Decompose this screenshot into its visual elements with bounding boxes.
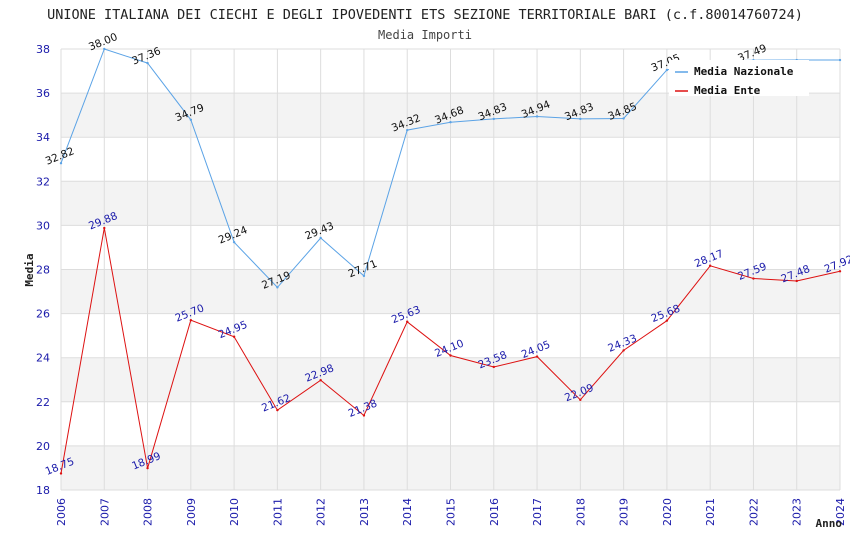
data-point-media-nazionale (579, 117, 582, 121)
data-point-media-ente (838, 270, 842, 273)
chart-title: UNIONE ITALIANA DEI CIECHI E DEGLI IPOVE… (47, 7, 803, 23)
x-tick-label: 2021 (704, 498, 717, 526)
data-point-media-ente (665, 319, 669, 322)
y-tick-label: 34 (36, 131, 50, 144)
data-point-media-ente (146, 466, 149, 470)
x-tick-label: 2017 (531, 498, 544, 526)
data-point-media-nazionale (319, 236, 322, 240)
data-point-media-nazionale (362, 274, 366, 278)
data-point-media-nazionale (838, 58, 842, 62)
x-tick-label: 2009 (185, 498, 198, 526)
x-tick-label: 2024 (834, 498, 847, 526)
legend-label-media-nazionale: Media Nazionale (694, 65, 794, 78)
y-tick-label: 26 (36, 308, 50, 321)
data-point-media-nazionale (232, 240, 236, 244)
y-tick-label: 22 (36, 396, 50, 409)
x-tick-label: 2007 (98, 498, 111, 526)
data-point-media-ente (795, 279, 798, 283)
data-point-media-nazionale (535, 115, 539, 118)
data-point-media-ente (276, 408, 279, 412)
y-axis-label: Media (23, 253, 36, 286)
data-point-media-ente (406, 320, 409, 323)
data-label-media-nazionale: 29.24 (217, 224, 250, 247)
y-tick-label: 38 (36, 43, 50, 56)
data-point-media-ente (189, 319, 193, 322)
y-tick-label: 24 (36, 352, 50, 365)
data-label-media-nazionale: 38.00 (87, 31, 119, 53)
data-label-media-ente: 24.10 (433, 338, 465, 360)
x-tick-label: 2015 (445, 498, 458, 526)
y-tick-label: 32 (36, 175, 50, 188)
chart-subtitle: Media Importi (378, 28, 472, 42)
data-point-media-nazionale (622, 117, 625, 120)
x-tick-label: 2022 (747, 498, 760, 526)
data-point-media-nazionale (492, 117, 495, 121)
data-label-media-ente: 24.95 (217, 319, 249, 341)
x-axis-ticks: 2006 2007 2008 2009 2010 2011 2012 2013 2014 2015… (55, 498, 847, 526)
data-point-media-ente (535, 355, 539, 358)
y-tick-label: 20 (36, 440, 50, 453)
data-point-media-ente (622, 349, 625, 352)
data-label-media-nazionale: 37.36 (130, 45, 163, 68)
x-tick-label: 2018 (574, 498, 587, 526)
data-point-media-ente (103, 226, 106, 230)
y-tick-label: 18 (36, 484, 50, 497)
data-point-media-nazionale (665, 68, 669, 72)
legend-label-media-ente: Media Ente (694, 84, 761, 97)
x-axis-label: Anno (816, 517, 843, 530)
data-point-media-nazionale (276, 286, 279, 289)
data-point-media-ente (492, 365, 495, 369)
x-tick-label: 2013 (358, 498, 371, 526)
x-tick-label: 2012 (315, 498, 328, 526)
data-point-media-nazionale (59, 162, 63, 165)
data-point-media-nazionale (103, 47, 106, 51)
data-point-media-nazionale (189, 118, 193, 121)
data-point-media-ente (708, 264, 712, 267)
x-tick-label: 2016 (488, 498, 501, 526)
x-tick-label: 2011 (271, 498, 284, 526)
gridlines (60, 48, 841, 491)
y-tick-label: 30 (36, 219, 50, 232)
data-point-media-ente (449, 354, 452, 357)
x-tick-label: 2019 (618, 498, 631, 526)
y-tick-label: 28 (36, 264, 50, 277)
x-tick-label: 2010 (228, 498, 241, 526)
data-point-media-ente (752, 277, 755, 280)
data-point-media-ente (579, 398, 582, 402)
x-tick-label: 2006 (55, 498, 68, 526)
data-label-media-nazionale: 32.82 (44, 145, 76, 167)
x-tick-label: 2023 (791, 498, 804, 526)
y-axis-ticks: 18 20 22 24 26 28 30 32 34 36 38 (36, 43, 50, 497)
data-point-media-ente (232, 335, 236, 338)
legend-box (669, 60, 809, 96)
data-point-media-ente (362, 414, 366, 417)
x-tick-label: 2020 (661, 498, 674, 526)
data-point-media-nazionale (406, 128, 409, 132)
data-point-media-ente (319, 378, 322, 382)
y-tick-label: 36 (36, 87, 50, 100)
legend: Media Nazionale Media Ente (669, 60, 809, 97)
data-point-media-ente (59, 472, 63, 475)
x-tick-label: 2014 (401, 498, 414, 526)
data-point-media-nazionale (146, 61, 149, 65)
x-tick-label: 2008 (142, 498, 155, 526)
data-point-media-nazionale (449, 121, 452, 124)
